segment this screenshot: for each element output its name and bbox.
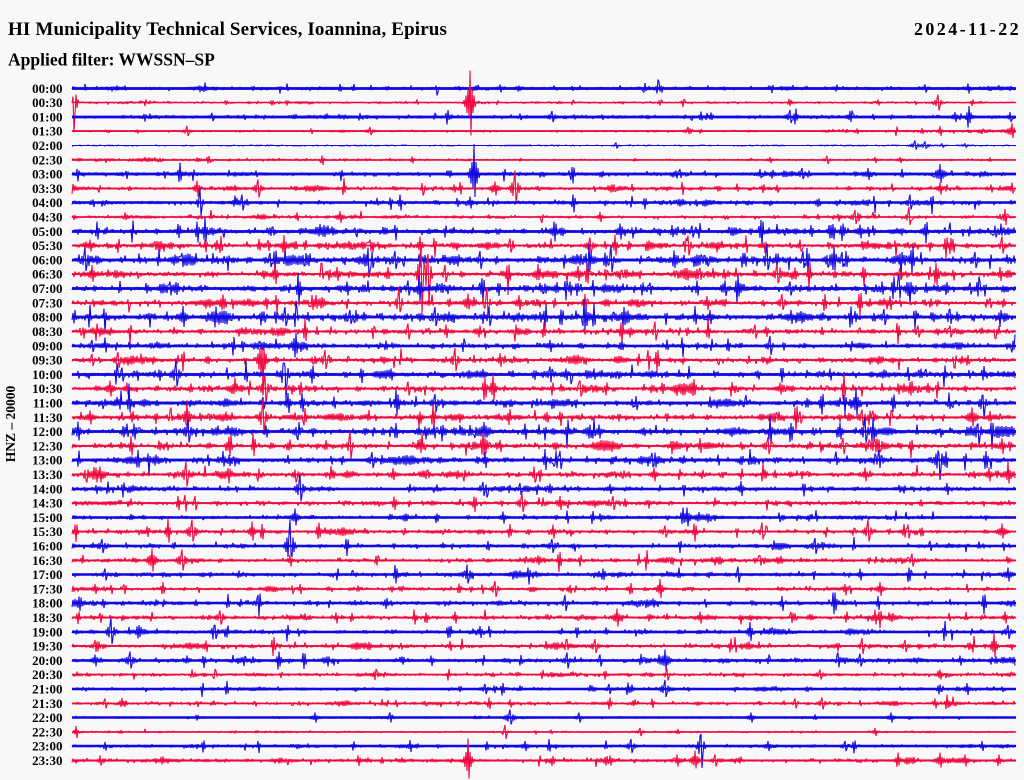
svg-text:02:30: 02:30 <box>32 153 62 168</box>
svg-text:Applied filter: WWSSN–SP: Applied filter: WWSSN–SP <box>8 50 215 70</box>
svg-text:15:30: 15:30 <box>32 524 62 539</box>
svg-text:10:00: 10:00 <box>32 367 62 382</box>
svg-text:01:00: 01:00 <box>32 110 62 125</box>
svg-text:16:30: 16:30 <box>32 553 62 568</box>
svg-text:09:00: 09:00 <box>32 339 62 354</box>
svg-text:22:00: 22:00 <box>32 710 62 725</box>
svg-text:02:00: 02:00 <box>32 138 62 153</box>
svg-text:03:00: 03:00 <box>32 167 62 182</box>
svg-text:04:00: 04:00 <box>32 195 62 210</box>
svg-text:14:30: 14:30 <box>32 496 62 511</box>
svg-text:08:00: 08:00 <box>32 310 62 325</box>
svg-text:HNZ – 20000: HNZ – 20000 <box>3 386 18 463</box>
svg-text:20:00: 20:00 <box>32 653 62 668</box>
svg-text:HI Municipality Technical Serv: HI Municipality Technical Services, Ioan… <box>8 19 447 40</box>
svg-text:04:30: 04:30 <box>32 210 62 225</box>
svg-text:03:30: 03:30 <box>32 181 62 196</box>
svg-text:21:30: 21:30 <box>32 696 62 711</box>
svg-text:06:00: 06:00 <box>32 253 62 268</box>
svg-text:20:30: 20:30 <box>32 667 62 682</box>
svg-text:00:30: 00:30 <box>32 95 62 110</box>
svg-text:12:30: 12:30 <box>32 439 62 454</box>
svg-text:21:00: 21:00 <box>32 682 62 697</box>
svg-text:11:30: 11:30 <box>33 410 63 425</box>
svg-text:17:30: 17:30 <box>32 582 62 597</box>
svg-text:12:00: 12:00 <box>32 424 62 439</box>
svg-text:00:00: 00:00 <box>32 81 62 96</box>
svg-text:05:00: 05:00 <box>32 224 62 239</box>
svg-text:01:30: 01:30 <box>32 124 62 139</box>
svg-text:17:00: 17:00 <box>32 567 62 582</box>
svg-text:09:30: 09:30 <box>32 353 62 368</box>
svg-text:15:00: 15:00 <box>32 510 62 525</box>
svg-text:14:00: 14:00 <box>32 482 62 497</box>
svg-text:22:30: 22:30 <box>32 725 62 740</box>
svg-text:23:00: 23:00 <box>32 739 62 754</box>
svg-text:07:30: 07:30 <box>32 296 62 311</box>
svg-text:11:00: 11:00 <box>33 396 63 411</box>
svg-text:18:00: 18:00 <box>32 596 62 611</box>
svg-text:05:30: 05:30 <box>32 238 62 253</box>
svg-text:13:00: 13:00 <box>32 453 62 468</box>
svg-text:18:30: 18:30 <box>32 610 62 625</box>
svg-text:23:30: 23:30 <box>32 753 62 768</box>
svg-text:07:00: 07:00 <box>32 281 62 296</box>
svg-text:10:30: 10:30 <box>32 381 62 396</box>
svg-text:16:00: 16:00 <box>32 539 62 554</box>
svg-text:06:30: 06:30 <box>32 267 62 282</box>
svg-text:13:30: 13:30 <box>32 467 62 482</box>
svg-text:2024-11-22: 2024-11-22 <box>914 19 1021 39</box>
svg-text:19:00: 19:00 <box>32 625 62 640</box>
svg-text:08:30: 08:30 <box>32 324 62 339</box>
svg-text:19:30: 19:30 <box>32 639 62 654</box>
